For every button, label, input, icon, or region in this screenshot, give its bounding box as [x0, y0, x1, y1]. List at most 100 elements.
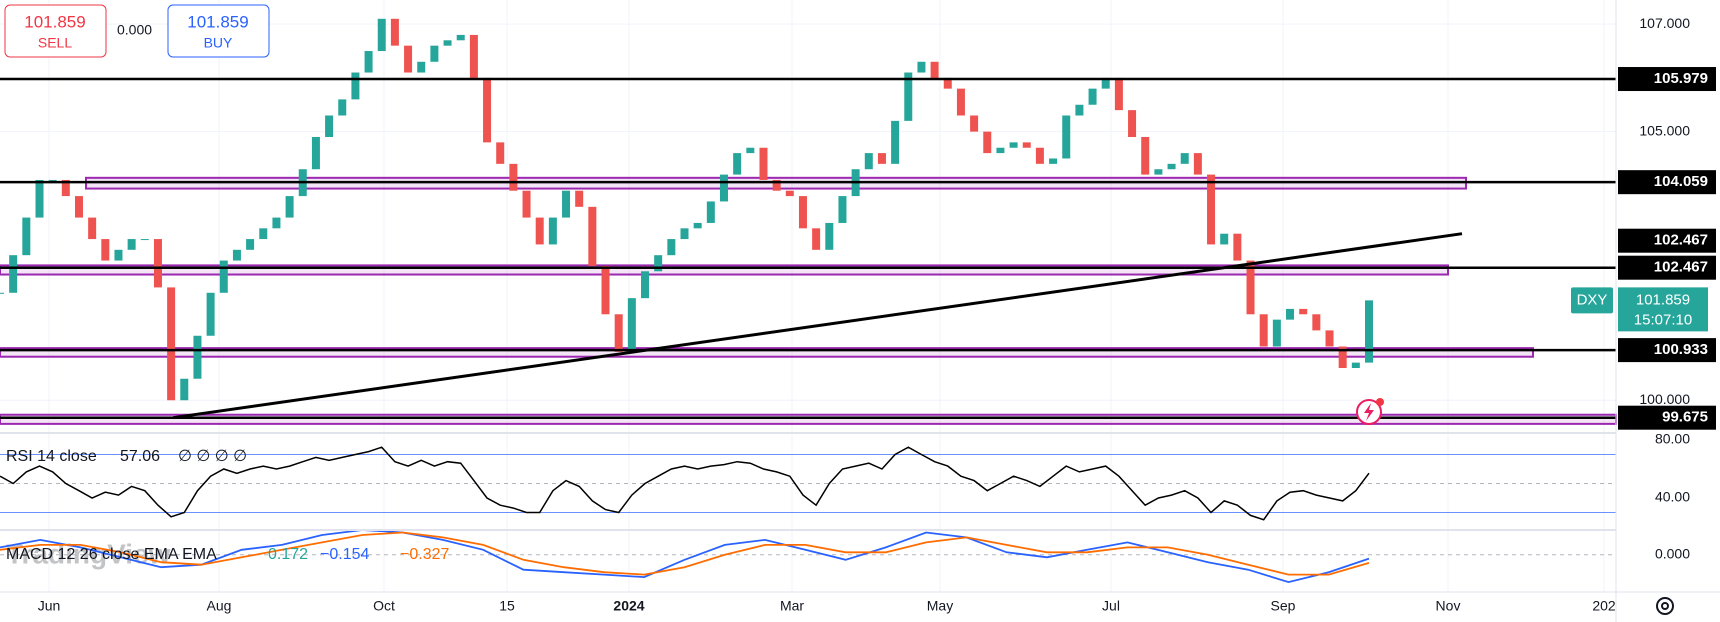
- x-tick-label: Oct: [373, 598, 395, 614]
- last-price: 101.859: [1636, 291, 1690, 308]
- candle: [180, 378, 189, 401]
- candle: [825, 222, 834, 250]
- sell-label: SELL: [38, 35, 72, 51]
- candle: [562, 190, 571, 218]
- candle: [1101, 77, 1110, 89]
- candle: [48, 179, 57, 181]
- candle: [417, 61, 426, 73]
- candle: [641, 271, 650, 299]
- rsi-pane: RSI 14 close 57.06 ∅ ∅ ∅ ∅: [0, 446, 1616, 521]
- level-label-box: [1618, 255, 1716, 280]
- trendline: [172, 232, 1463, 420]
- zone: [0, 264, 1449, 276]
- candle: [311, 136, 320, 170]
- x-tick-label: Aug: [207, 598, 232, 614]
- watermark: TradingView: [6, 538, 171, 569]
- candle: [1114, 77, 1123, 111]
- level-label-box: [1618, 228, 1716, 253]
- candle: [535, 217, 544, 245]
- candle: [1141, 136, 1150, 175]
- candle: [877, 153, 886, 164]
- candle: [35, 179, 44, 218]
- candle: [930, 61, 939, 78]
- candle: [1009, 142, 1018, 148]
- candle: [167, 287, 176, 401]
- candle: [9, 255, 18, 293]
- candle: [996, 147, 1005, 154]
- candle: [153, 239, 162, 288]
- candle: [548, 217, 557, 245]
- candle: [1325, 330, 1334, 347]
- settings-icon[interactable]: [1656, 597, 1674, 615]
- candle: [351, 72, 360, 100]
- candle: [891, 120, 900, 164]
- level-label-box: [1618, 405, 1716, 430]
- candle: [219, 260, 228, 293]
- price-axis: 100.000 105.000 107.000 105.979 104.059 102.4…: [1571, 15, 1716, 562]
- candle: [22, 217, 31, 256]
- candle: [1299, 308, 1308, 315]
- level-label: 100.933: [1654, 341, 1708, 358]
- y-tick-label: 107.000: [1639, 15, 1690, 31]
- candle: [1312, 314, 1321, 331]
- candle: [1167, 163, 1176, 170]
- last-price-box: [1618, 287, 1708, 332]
- candle: [140, 239, 149, 241]
- buy-button[interactable]: [167, 4, 270, 58]
- x-tick-label: Nov: [1436, 598, 1461, 614]
- candle: [272, 217, 281, 229]
- candle: [864, 153, 873, 170]
- candle: [232, 249, 241, 261]
- candle: [496, 142, 505, 164]
- x-tick-label: 202: [1592, 598, 1616, 614]
- sell-button[interactable]: [4, 4, 107, 58]
- candle: [0, 292, 4, 294]
- sell-price: 101.859: [24, 12, 85, 31]
- candle: [259, 228, 268, 240]
- x-tick-label: May: [927, 598, 953, 614]
- level-label-box: [1618, 170, 1716, 195]
- level-label: 99.675: [1662, 409, 1708, 426]
- candle: [88, 217, 97, 240]
- candle: [1088, 88, 1097, 105]
- candle: [377, 18, 386, 52]
- candle: [1075, 104, 1084, 116]
- candle: [127, 239, 136, 250]
- x-tick-label: 15: [499, 598, 515, 614]
- macd-value: −0.154: [320, 546, 369, 563]
- macd-value: −0.327: [400, 546, 449, 563]
- candle: [1180, 153, 1189, 164]
- x-tick-label: Jun: [38, 598, 61, 614]
- candle: [483, 77, 492, 143]
- candle: [1022, 142, 1031, 148]
- countdown: 15:07:10: [1634, 311, 1692, 328]
- candle: [693, 222, 702, 229]
- candle: [601, 265, 610, 315]
- candle: [838, 196, 847, 223]
- candle: [983, 131, 992, 154]
- candle: [614, 314, 623, 352]
- candle: [1035, 147, 1044, 164]
- macd-value: 0.172: [268, 546, 308, 563]
- candle: [206, 292, 215, 336]
- x-tick-label: Jul: [1102, 598, 1120, 614]
- level-label-box: [1618, 67, 1716, 92]
- y-tick-label: 105.000: [1639, 122, 1690, 138]
- candle: [798, 196, 807, 229]
- candle: [1365, 300, 1373, 363]
- candle: [904, 72, 913, 121]
- rsi-tick-label: 40.00: [1655, 489, 1690, 505]
- macd-line: [0, 529, 1370, 584]
- candle: [1286, 308, 1295, 320]
- candle: [285, 196, 294, 218]
- candle: [404, 45, 413, 73]
- candle: [627, 298, 636, 352]
- candle: [956, 88, 965, 116]
- macd-pane: MACD 12 26 close EMA EMA 0.172 −0.154 −0.32…: [0, 529, 1616, 584]
- zone: [0, 347, 1534, 358]
- candle: [706, 201, 715, 223]
